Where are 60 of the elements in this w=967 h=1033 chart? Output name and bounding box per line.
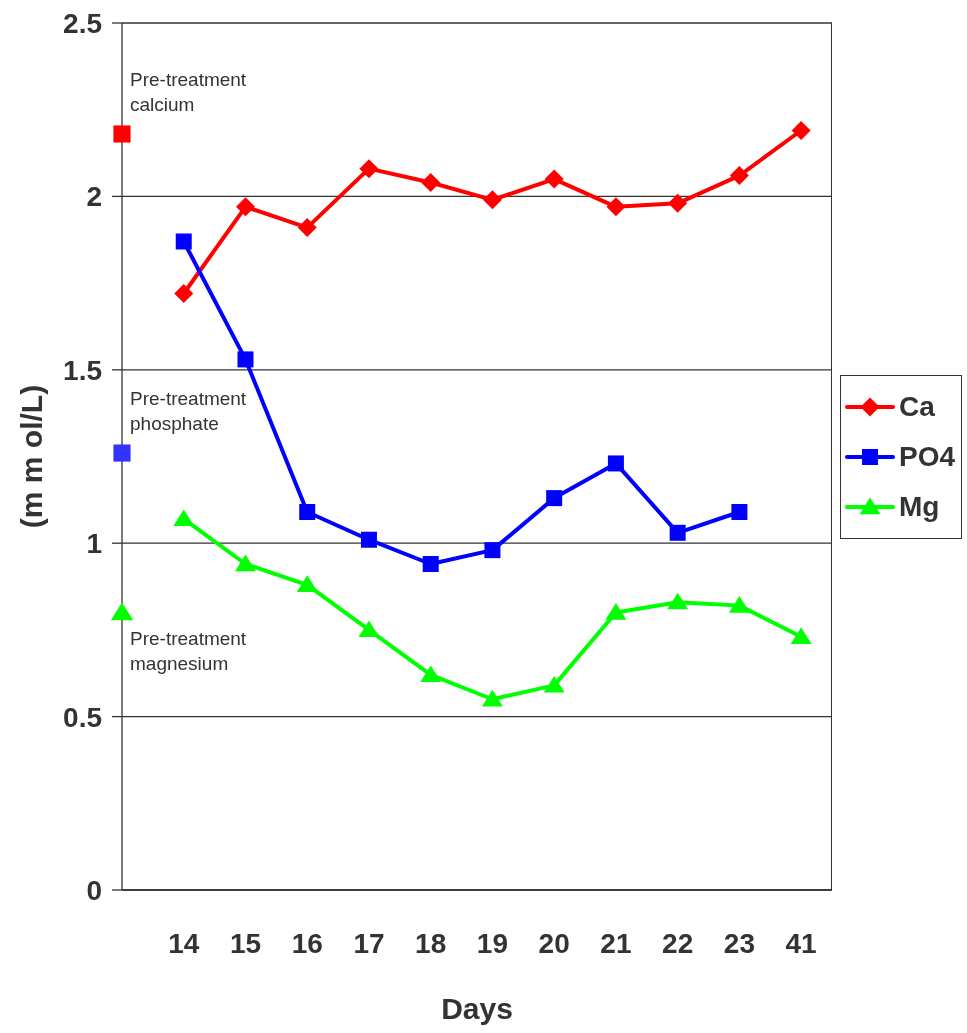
point xyxy=(360,531,377,548)
x-tick-label: 18 xyxy=(415,927,447,959)
point xyxy=(173,509,195,527)
point xyxy=(235,197,255,217)
y-tick-label: 2.5 xyxy=(63,7,102,39)
point xyxy=(422,556,439,573)
x-tick-label: 19 xyxy=(476,927,509,959)
legend-label: Mg xyxy=(899,490,940,523)
point xyxy=(728,596,750,613)
point xyxy=(110,602,134,621)
series-label: Pre-treatment magnesium xyxy=(130,627,247,674)
point xyxy=(299,503,316,520)
x-tick-label: 17 xyxy=(353,927,385,959)
point xyxy=(605,603,627,620)
y-tick-label: 1.5 xyxy=(63,354,102,386)
point xyxy=(358,620,380,638)
point xyxy=(113,125,131,143)
legend-label: PO4 xyxy=(899,440,956,473)
point xyxy=(296,575,318,592)
point xyxy=(359,159,379,179)
point xyxy=(791,121,811,141)
point xyxy=(175,233,192,250)
x-tick-label: 20 xyxy=(538,927,570,959)
x-tick-label: 21 xyxy=(600,927,632,959)
point xyxy=(606,197,626,217)
point xyxy=(790,627,812,644)
x-tick-label: 15 xyxy=(229,927,262,959)
point xyxy=(731,503,748,520)
point xyxy=(667,592,689,610)
x-tick-label: 14 xyxy=(168,927,200,959)
point xyxy=(544,169,564,189)
point xyxy=(421,173,441,193)
point xyxy=(668,193,688,213)
y-axis-title: (m m ol/L) xyxy=(14,384,48,529)
series-label: Pre-treatment calcium xyxy=(130,69,247,116)
x-tick-label: 23 xyxy=(723,927,755,959)
point xyxy=(235,554,256,572)
point xyxy=(543,675,565,693)
point xyxy=(669,524,686,541)
point xyxy=(546,490,563,507)
y-tick-label: 2 xyxy=(86,180,102,212)
y-tick-label: 1 xyxy=(86,527,102,559)
point xyxy=(482,190,502,210)
point xyxy=(481,689,503,707)
x-axis-title: Days xyxy=(441,991,513,1025)
point xyxy=(484,542,501,559)
point xyxy=(420,665,442,683)
point xyxy=(113,444,131,462)
x-tick-label: 22 xyxy=(662,927,694,959)
point xyxy=(237,351,254,368)
y-tick-label: 0.5 xyxy=(63,701,102,733)
series-label: Pre-treatment phosphate xyxy=(130,388,247,435)
point xyxy=(729,166,749,186)
point xyxy=(297,218,317,238)
point xyxy=(607,455,624,472)
y-tick-label: 0 xyxy=(86,874,102,906)
x-tick-label: 16 xyxy=(291,927,323,959)
legend-label: Ca xyxy=(899,390,935,423)
point xyxy=(174,284,194,303)
x-tick-label: 41 xyxy=(785,927,817,959)
